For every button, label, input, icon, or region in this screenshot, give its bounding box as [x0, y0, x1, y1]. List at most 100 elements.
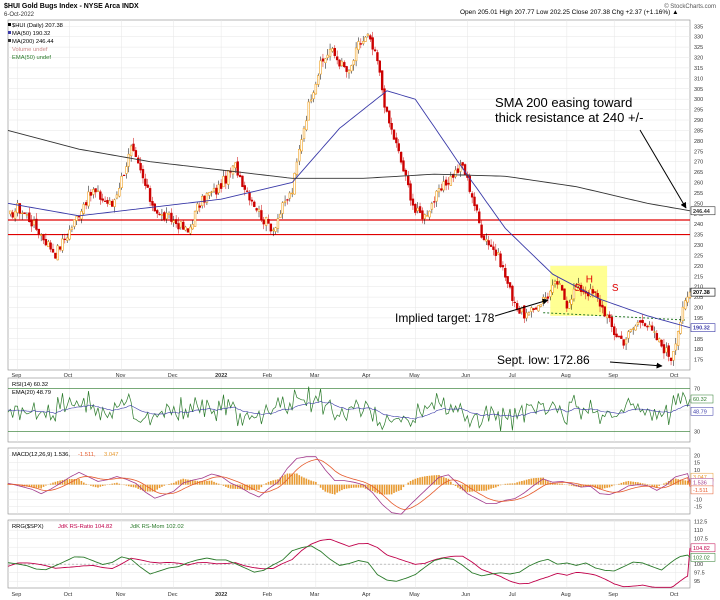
macd-histogram-bar: [156, 484, 158, 490]
candle: [82, 204, 85, 214]
candle: [357, 41, 360, 51]
candle: [504, 267, 507, 278]
candle: [290, 192, 294, 195]
candle: [39, 234, 43, 236]
macd-histogram-bar: [265, 483, 267, 485]
candle: [189, 226, 192, 234]
x-axis-label: Jun: [461, 592, 470, 598]
candle: [68, 229, 71, 240]
macd-histogram-bar: [376, 484, 379, 494]
macd-histogram-bar: [360, 484, 362, 488]
macd-histogram-bar: [135, 484, 137, 488]
price-tick-label: 275: [694, 149, 703, 155]
macd-histogram-bar: [450, 481, 452, 485]
candle: [655, 333, 659, 341]
candle: [402, 160, 405, 172]
candle: [106, 199, 109, 204]
candle: [179, 221, 183, 228]
macd-histogram-bar: [577, 484, 580, 487]
candle: [352, 60, 355, 66]
candle: [101, 198, 104, 201]
candle: [335, 56, 339, 61]
candle: [328, 48, 332, 57]
last-value-label: 60.32: [693, 397, 707, 403]
candle: [399, 151, 403, 163]
candle: [634, 325, 637, 331]
macd-histogram-bar: [28, 484, 31, 487]
macd-histogram-bar: [322, 484, 324, 490]
candle: [174, 219, 178, 225]
macd-tick-label: 10: [694, 468, 700, 474]
macd-histogram-bar: [521, 480, 523, 485]
candle: [489, 244, 493, 247]
macd-histogram-bar: [59, 480, 61, 485]
price-tick-label: 335: [694, 24, 703, 30]
macd-histogram-bar: [544, 479, 547, 485]
price-tick-label: 320: [694, 56, 703, 62]
macd-histogram-bar: [49, 483, 52, 485]
candle: [170, 212, 173, 222]
candle: [366, 33, 370, 37]
candle: [615, 333, 618, 338]
macd-histogram-bar: [229, 484, 232, 489]
candle: [568, 302, 571, 309]
macd-histogram-bar: [653, 484, 656, 487]
macd-histogram-bar: [270, 480, 272, 485]
macd-histogram-bar: [431, 475, 433, 485]
candle: [314, 83, 318, 95]
macd-histogram-bar: [33, 484, 35, 488]
macd-histogram-bar: [45, 484, 47, 486]
last-value-box: [690, 287, 716, 297]
macd-histogram-bar: [97, 484, 99, 488]
candle: [378, 60, 381, 73]
x-axis-label: Oct: [670, 373, 679, 379]
ma200-line: [7, 129, 691, 212]
candle: [198, 205, 202, 208]
candle: [108, 200, 112, 205]
macd-histogram-bar: [227, 484, 230, 488]
macd-histogram-bar: [499, 484, 502, 486]
candle: [276, 218, 280, 229]
candle: [92, 189, 95, 195]
candle: [508, 282, 512, 288]
legend-swatch: [8, 39, 11, 42]
candle: [437, 188, 441, 193]
candle: [570, 299, 573, 305]
candle: [298, 148, 301, 162]
macd-histogram-bar: [78, 479, 80, 485]
candle: [423, 214, 426, 219]
candle: [343, 62, 346, 68]
macd-histogram-bar: [400, 484, 402, 491]
macd-histogram-bar: [312, 481, 315, 485]
macd-histogram-bar: [682, 480, 684, 485]
candle: [684, 300, 687, 310]
candle: [546, 296, 550, 299]
macd-histogram-bar: [343, 484, 346, 490]
macd-histogram-bar: [258, 484, 260, 490]
candle: [496, 252, 500, 255]
shoulder-left-label: S: [574, 283, 581, 294]
candle: [485, 239, 488, 242]
macd-histogram-bar: [154, 484, 156, 492]
x-axis-label: Mar: [310, 373, 320, 379]
macd-histogram-bar: [473, 484, 476, 492]
last-value-label: 104.82: [693, 546, 710, 552]
macd-histogram-bar: [158, 484, 161, 489]
macd-histogram-bar: [483, 484, 485, 491]
macd-histogram-bar: [99, 484, 102, 487]
macd-histogram-bar: [540, 477, 542, 485]
candle: [629, 329, 632, 332]
candle: [459, 163, 462, 172]
macd-histogram-bar: [338, 484, 341, 492]
candle: [73, 219, 76, 227]
legend-swatch: [8, 23, 11, 26]
macd-histogram-bar: [674, 478, 677, 485]
candle: [433, 201, 436, 203]
candle: [620, 335, 623, 339]
macd-histogram-bar: [648, 484, 651, 486]
macd-histogram-bar: [331, 484, 334, 494]
candle: [440, 188, 443, 191]
macd-histogram-bar: [288, 473, 291, 485]
candle: [430, 203, 434, 210]
x-axis-label: Feb: [262, 592, 271, 598]
